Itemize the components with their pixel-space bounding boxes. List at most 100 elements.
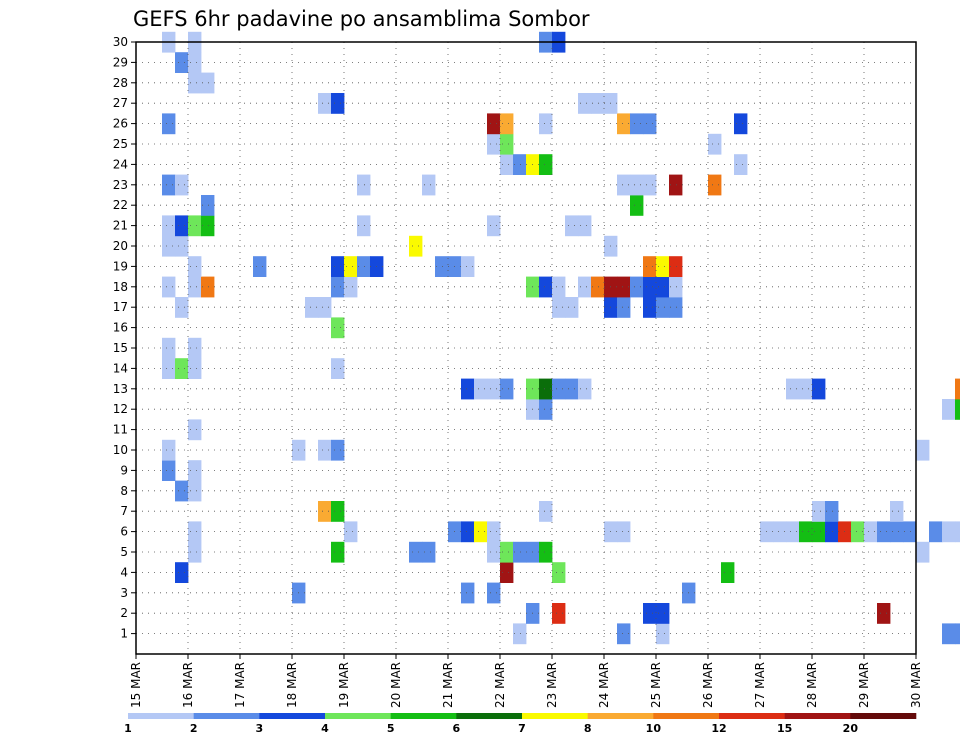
heatmap-cell [331, 501, 345, 522]
heatmap-cells [162, 31, 960, 645]
heatmap-cell [461, 521, 475, 543]
heatmap-cell [643, 297, 657, 318]
heatmap-cell [643, 113, 657, 135]
legend-swatch [784, 713, 851, 719]
heatmap-cell [318, 93, 332, 114]
legend-level-label: 6 [453, 722, 461, 735]
heatmap-cell [331, 439, 345, 461]
x-tick-label: 23 MAR [545, 662, 559, 708]
heatmap-cell [656, 603, 670, 624]
heatmap-cell [617, 113, 631, 135]
heatmap-cell [942, 521, 956, 543]
x-tick-label: 22 MAR [493, 662, 507, 708]
heatmap-cell [617, 174, 631, 196]
heatmap-cell [331, 541, 345, 563]
x-tick-label: 24 MAR [597, 662, 611, 708]
y-tick-label: 9 [120, 463, 128, 477]
x-tick-label: 30 MAR [909, 662, 923, 708]
legend-level-label: 2 [190, 722, 198, 735]
legend-swatch [850, 713, 917, 719]
heatmap-cell [162, 460, 176, 481]
heatmap-cell [734, 113, 748, 135]
heatmap-cell [890, 521, 904, 543]
heatmap-cell [799, 378, 813, 400]
legend-swatch [587, 713, 654, 719]
heatmap-cell [487, 215, 501, 237]
heatmap-cell [617, 623, 631, 645]
heatmap-cell [916, 439, 930, 461]
heatmap-cell [357, 174, 371, 196]
y-tick-label: 27 [113, 96, 128, 110]
heatmap-cell [786, 378, 800, 400]
heatmap-cell [253, 256, 267, 277]
legend-swatch [259, 713, 326, 719]
heatmap-cell [539, 501, 553, 522]
heatmap-cell [500, 562, 514, 583]
heatmap-cell [357, 215, 371, 237]
heatmap-cell [916, 541, 930, 563]
legend-level-label: 7 [518, 722, 526, 735]
heatmap-cell [617, 276, 631, 298]
heatmap-cell [578, 93, 592, 114]
heatmap-cell [825, 501, 839, 522]
heatmap-cell [734, 154, 748, 175]
legend-level-label: 8 [584, 722, 592, 735]
heatmap-cell [162, 215, 176, 237]
heatmap-cell [175, 358, 189, 379]
y-tick-label: 28 [113, 76, 128, 90]
heatmap-cell [487, 113, 501, 135]
heatmap-cell [552, 276, 566, 298]
y-tick-label: 6 [120, 525, 128, 539]
heatmap-cell [513, 541, 527, 563]
heatmap-cell [708, 174, 722, 196]
heatmap-cell [162, 235, 176, 257]
heatmap-cell [487, 521, 501, 543]
y-tick-label: 10 [113, 443, 128, 457]
legend-level-label: 5 [387, 722, 395, 735]
heatmap-cell [188, 358, 202, 379]
heatmap-cell [656, 276, 670, 298]
x-tick-label: 18 MAR [285, 662, 299, 708]
y-tick-label: 15 [113, 341, 128, 355]
heatmap-cell [578, 378, 592, 400]
heatmap-cell [318, 439, 332, 461]
heatmap-cell [188, 215, 202, 237]
heatmap-cell [565, 215, 579, 237]
heatmap-cell [539, 541, 553, 563]
y-tick-label: 12 [113, 402, 128, 416]
heatmap-cell [630, 174, 644, 196]
heatmap-cell [435, 256, 449, 277]
x-tick-label: 26 MAR [701, 662, 715, 708]
legend-swatch [390, 713, 457, 719]
heatmap-cell [175, 174, 189, 196]
heatmap-cell [591, 276, 605, 298]
y-tick-label: 13 [113, 382, 128, 396]
heatmap-cell [461, 378, 475, 400]
heatmap-cell [461, 582, 475, 604]
x-tick-label: 17 MAR [233, 662, 247, 708]
heatmap-cell [942, 623, 956, 645]
legend-level-label: 12 [711, 722, 726, 735]
legend-swatch [653, 713, 720, 719]
legend-swatch [522, 713, 588, 719]
legend-swatch [456, 713, 523, 719]
heatmap-cell [877, 603, 891, 624]
heatmap-cell [721, 562, 735, 583]
heatmap-cell [617, 297, 631, 318]
heatmap-cell [487, 541, 501, 563]
y-tick-label: 25 [113, 137, 128, 151]
y-tick-label: 11 [113, 423, 128, 437]
heatmap-cell [175, 297, 189, 318]
heatmap-cell [487, 378, 501, 400]
x-tick-label: 16 MAR [181, 662, 195, 708]
legend-swatch [193, 713, 260, 719]
y-tick-label: 2 [120, 606, 128, 620]
x-tick-label: 21 MAR [441, 662, 455, 708]
heatmap-cell [500, 133, 514, 155]
heatmap-cell [175, 235, 189, 257]
heatmap-cell [344, 276, 358, 298]
legend-level-label: 3 [256, 722, 264, 735]
heatmap-cell [331, 93, 345, 114]
heatmap-cell [539, 113, 553, 135]
heatmap-cell [162, 358, 176, 379]
